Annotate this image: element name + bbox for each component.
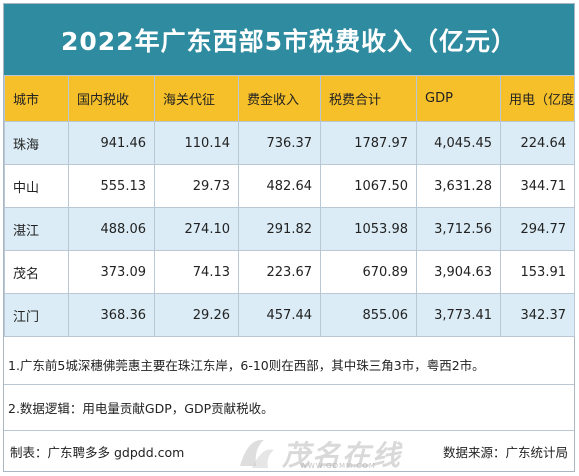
cell-city: 湛江 — [4, 207, 69, 251]
cell-gdp: 4,045.45 — [416, 121, 501, 165]
table-row: 茂名 373.09 74.13 223.67 670.89 3,904.63 1… — [4, 250, 575, 294]
column-header-total: 税费合计 — [320, 75, 417, 122]
cell-domestic-tax: 373.09 — [68, 250, 155, 294]
cell-fee-income: 457.44 — [238, 293, 321, 337]
note-1: 1.广东前5城深穗佛莞惠主要在珠江东岸，6-10则在西部，其中珠三角3市，粤西2… — [4, 345, 574, 385]
cell-gdp: 3,773.41 — [416, 293, 501, 337]
cell-gdp: 3,904.63 — [416, 250, 501, 294]
cell-total: 670.89 — [320, 250, 417, 294]
table-card: 2022年广东西部5市税费收入（亿元） 城市 国内税收 海关代征 费金收入 税费… — [3, 3, 575, 472]
cell-fee-income: 291.82 — [238, 207, 321, 251]
cell-total: 1053.98 — [320, 207, 417, 251]
cell-city: 茂名 — [4, 250, 69, 294]
cell-domestic-tax: 555.13 — [68, 164, 155, 208]
table-row: 珠海 941.46 110.14 736.37 1787.97 4,045.45… — [4, 121, 575, 165]
cell-gdp: 3,712.56 — [416, 207, 501, 251]
cell-customs: 74.13 — [154, 250, 239, 294]
cell-electricity: 224.64 — [500, 121, 575, 165]
page-title: 2022年广东西部5市税费收入（亿元） — [4, 4, 574, 75]
cell-total: 1787.97 — [320, 121, 417, 165]
table-header-row: 城市 国内税收 海关代征 费金收入 税费合计 GDP 用电（亿度） — [4, 75, 575, 122]
table-row: 江门 368.36 29.26 457.44 855.06 3,773.41 3… — [4, 293, 575, 337]
cell-customs: 29.73 — [154, 164, 239, 208]
column-header-domestic-tax: 国内税收 — [68, 75, 155, 122]
cell-fee-income: 482.64 — [238, 164, 321, 208]
cell-domestic-tax: 941.46 — [68, 121, 155, 165]
cell-electricity: 342.37 — [500, 293, 575, 337]
column-header-city: 城市 — [4, 75, 69, 122]
cell-domestic-tax: 488.06 — [68, 207, 155, 251]
footer-maker: 制表：广东聘多多 gdpdd.com — [10, 444, 185, 460]
cell-fee-income: 223.67 — [238, 250, 321, 294]
note-2: 2.数据逻辑：用电量贡献GDP，GDP贡献税收。 — [4, 385, 574, 431]
cell-electricity: 344.71 — [500, 164, 575, 208]
footer-source: 数据来源：广东统计局 — [442, 444, 568, 460]
column-header-electricity: 用电（亿度） — [500, 75, 575, 122]
cell-customs: 29.26 — [154, 293, 239, 337]
table-row: 湛江 488.06 274.10 291.82 1053.98 3,712.56… — [4, 207, 575, 251]
cell-total: 1067.50 — [320, 164, 417, 208]
cell-customs: 274.10 — [154, 207, 239, 251]
cell-city: 江门 — [4, 293, 69, 337]
cell-customs: 110.14 — [154, 121, 239, 165]
cell-domestic-tax: 368.36 — [68, 293, 155, 337]
footer: 制表：广东聘多多 gdpdd.com 数据来源：广东统计局 — [4, 431, 574, 471]
cell-electricity: 153.91 — [500, 250, 575, 294]
column-header-fee-income: 费金收入 — [238, 75, 321, 122]
column-header-gdp: GDP — [416, 75, 501, 122]
cell-electricity: 294.77 — [500, 207, 575, 251]
cell-total: 855.06 — [320, 293, 417, 337]
cell-city: 珠海 — [4, 121, 69, 165]
column-header-customs: 海关代征 — [154, 75, 239, 122]
tax-table: 城市 国内税收 海关代征 费金收入 税费合计 GDP 用电（亿度） 珠海 941… — [4, 75, 575, 337]
cell-fee-income: 736.37 — [238, 121, 321, 165]
cell-gdp: 3,631.28 — [416, 164, 501, 208]
cell-city: 中山 — [4, 164, 69, 208]
table-row: 中山 555.13 29.73 482.64 1067.50 3,631.28 … — [4, 164, 575, 208]
